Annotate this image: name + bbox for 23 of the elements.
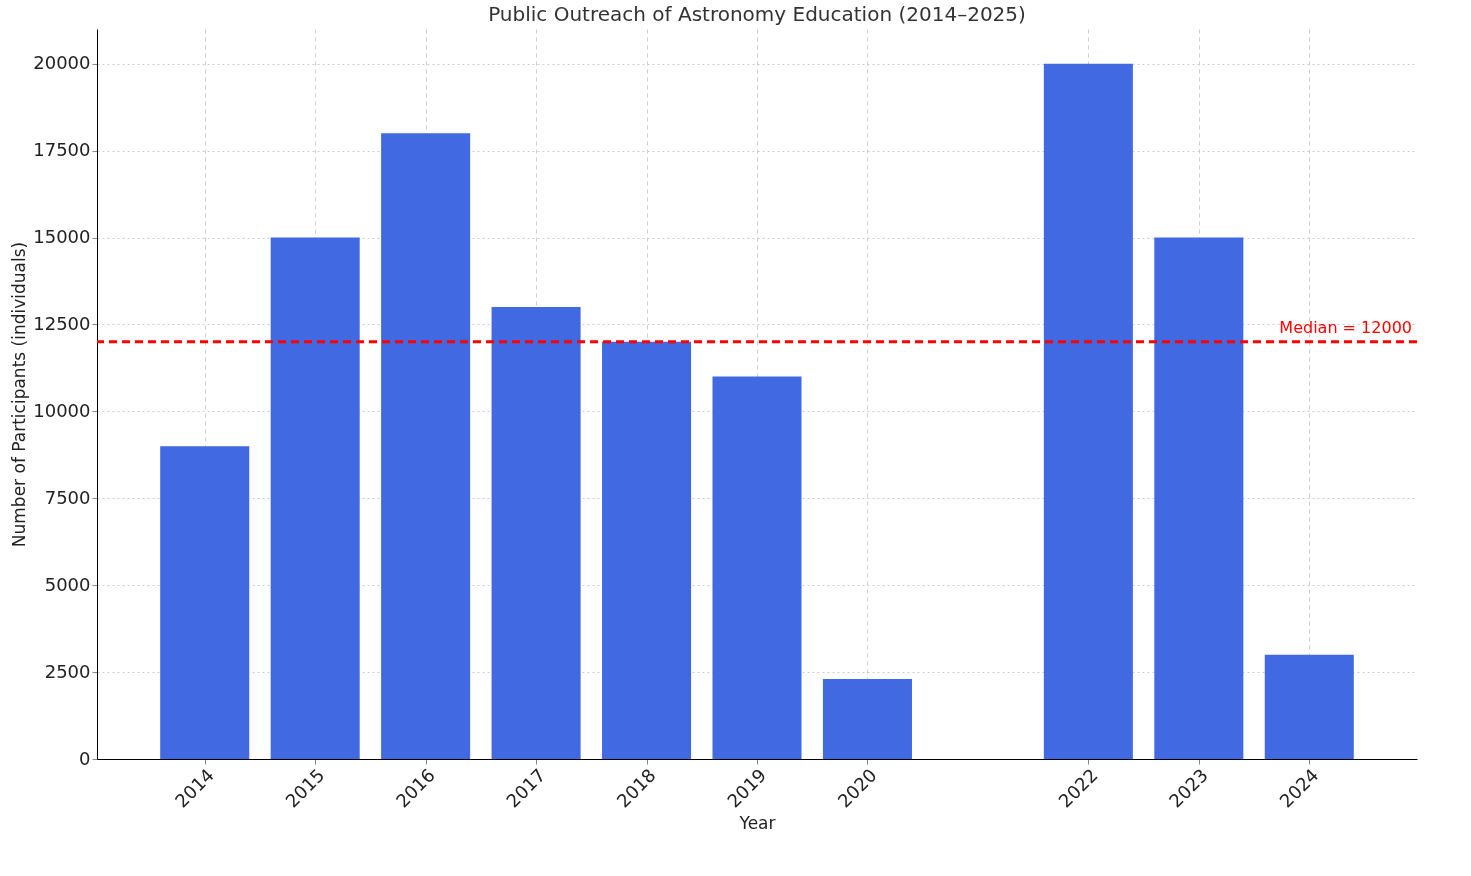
y-tick-label: 17500 (33, 139, 91, 161)
bar (822, 679, 912, 759)
x-axis-title: Year (738, 812, 776, 833)
y-tick-label: 7500 (44, 486, 91, 508)
bar (1154, 237, 1244, 759)
y-tick-label: 20000 (33, 52, 91, 74)
bar (381, 133, 471, 759)
bar (491, 307, 581, 759)
chart-title: Public Outreach of Astronomy Education (2014–2025) (488, 2, 1026, 26)
y-tick-label: 15000 (33, 226, 91, 248)
bar (270, 237, 360, 759)
y-tick-label: 10000 (33, 399, 91, 421)
bar (602, 341, 692, 759)
bar (160, 446, 250, 759)
y-tick-label: 2500 (44, 660, 91, 682)
ref-line-label: Median = 12000 (1279, 317, 1412, 337)
bar (1264, 654, 1354, 759)
y-tick-label: 5000 (44, 573, 91, 595)
bar (712, 376, 802, 759)
y-tick-label: 12500 (33, 312, 91, 334)
y-axis-title: Number of Participants (individuals) (9, 241, 30, 548)
bar (1043, 63, 1133, 759)
y-tick-label: 0 (79, 747, 91, 769)
